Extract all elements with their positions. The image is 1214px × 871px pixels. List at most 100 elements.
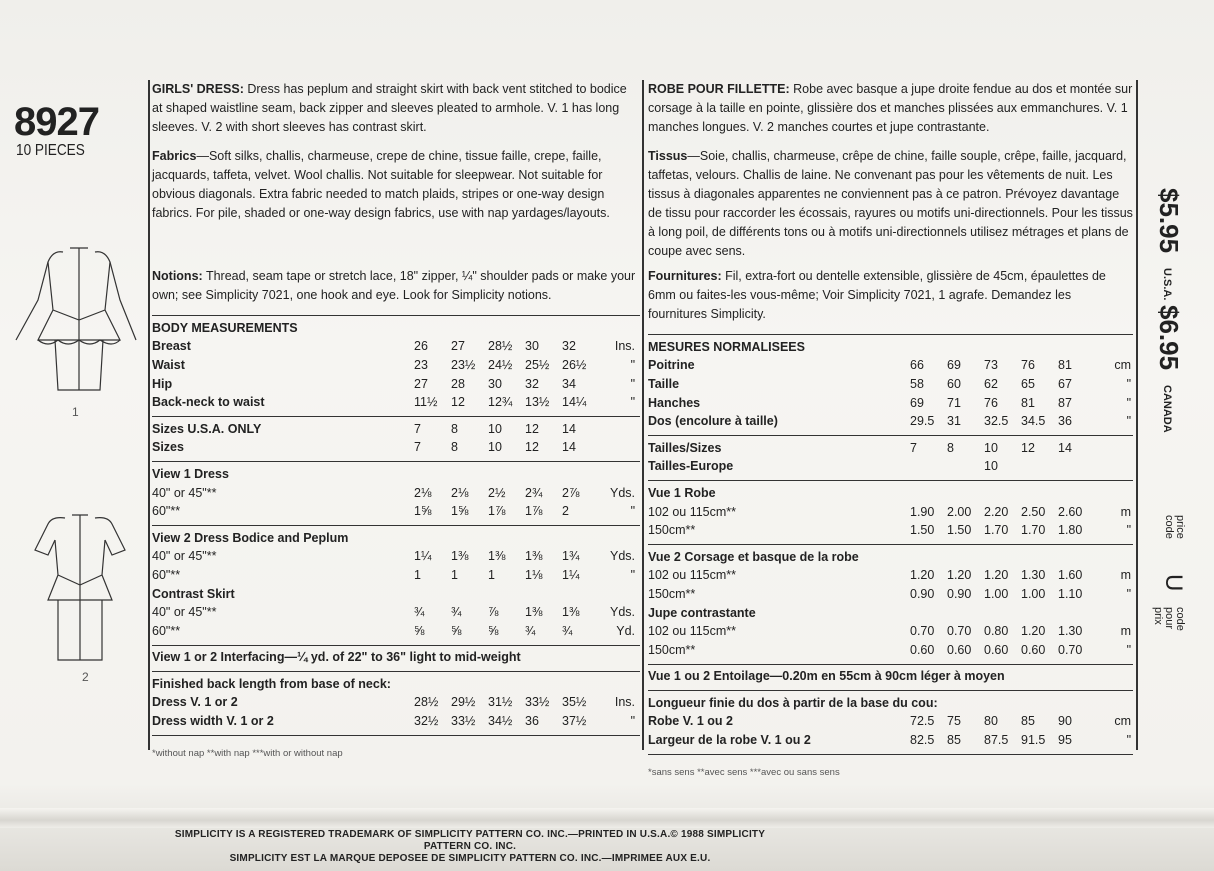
- table-row: Waist 23 23½ 24½ 25½ 26½ ": [152, 356, 640, 375]
- row-label: 60"**: [152, 504, 181, 519]
- envelope-fold: [0, 808, 1214, 828]
- unit: ": [1126, 376, 1131, 391]
- size-value: 2⅛: [414, 485, 432, 500]
- table-row: 102 ou 115cm** 0.70 0.70 0.80 1.20 1.30 m: [648, 622, 1133, 641]
- description-fr: ROBE POUR FILLETTE: Robe avec basque a j…: [648, 80, 1133, 137]
- size-value: 1⅜: [525, 549, 543, 564]
- table-row: Sizes 7 8 10 12 14: [152, 439, 640, 458]
- size-value: ⅝: [451, 623, 462, 638]
- unit: ": [1126, 414, 1131, 429]
- usa-label: U.S.A.: [1161, 268, 1173, 301]
- description-text: Dress has peplum and straight skirt with…: [152, 82, 627, 134]
- size-value: 1: [451, 567, 458, 582]
- size-value: 1.50: [947, 523, 972, 538]
- size-value: 1.30: [1021, 568, 1046, 583]
- row-label: 102 ou 115cm**: [648, 568, 737, 583]
- size-value: 1⅜: [451, 549, 469, 564]
- size-value: 8: [947, 440, 954, 455]
- size-value: 2⅛: [451, 485, 469, 500]
- size-value: 2.20: [984, 504, 1009, 519]
- table-row: Tailles-Europe 10: [648, 458, 1133, 477]
- size-value: 1⅛: [525, 567, 543, 582]
- size-value: 90: [1058, 714, 1072, 729]
- size-value: 25½: [525, 357, 550, 372]
- row-label: Sizes: [152, 440, 184, 455]
- table-row: 102 ou 115cm** 1.90 2.00 2.20 2.50 2.60 m: [648, 503, 1133, 522]
- size-value: 14: [562, 440, 576, 455]
- size-value: 1.70: [1021, 523, 1046, 538]
- size-value: 1⅜: [488, 549, 506, 564]
- size-value: 82.5: [910, 733, 935, 748]
- footnote: *without nap **with nap ***with or witho…: [152, 747, 343, 759]
- row-label: 150cm**: [648, 586, 696, 601]
- description-title-fr: ROBE POUR FILLETTE:: [648, 82, 790, 96]
- row-label: 102 ou 115cm**: [648, 504, 737, 519]
- size-value: 76: [1021, 358, 1035, 373]
- size-value: 33½: [451, 714, 476, 729]
- size-value: 32½: [414, 714, 439, 729]
- footnote-fr: *sans sens **avec sens ***avec ou sans s…: [648, 766, 840, 778]
- row-label: 102 ou 115cm**: [648, 624, 737, 639]
- view-2-label: 2: [82, 670, 89, 684]
- table-row: 40" or 45"** 2⅛ 2⅛ 2½ 2¾ 2⅞ Yds.: [152, 484, 640, 503]
- size-value: 1⅝: [451, 504, 469, 519]
- table-row: Dress V. 1 or 2 28½ 29½ 31½ 33½ 35½ Ins.: [152, 694, 640, 713]
- size-value: 1¼: [414, 549, 432, 564]
- size-value: 0.90: [910, 586, 935, 601]
- row-label: Largeur de la robe V. 1 ou 2: [648, 733, 811, 748]
- size-value: 14¼: [562, 395, 587, 410]
- size-value: 1.90: [910, 504, 935, 519]
- table-row: 60"** 1 1 1 1⅛ 1¼ ": [152, 566, 640, 585]
- size-value: 1.30: [1058, 624, 1083, 639]
- unit: m: [1120, 568, 1131, 583]
- unit: ": [1126, 523, 1131, 538]
- size-value: 1¾: [562, 549, 580, 564]
- size-value: 8: [451, 421, 458, 436]
- size-value: 80: [984, 714, 998, 729]
- table-row: Breast 26 27 28½ 30 32 Ins.: [152, 338, 640, 357]
- table-row: Dos (encolure à taille) 29.5 31 32.5 34.5 36 ": [648, 412, 1133, 431]
- size-value: 35½: [562, 695, 587, 710]
- english-column: GIRLS' DRESS: Dress has peplum and strai…: [152, 80, 640, 763]
- trademark-line-en: SIMPLICITY IS A REGISTERED TRADEMARK OF …: [174, 829, 766, 852]
- description: GIRLS' DRESS: Dress has peplum and strai…: [152, 80, 640, 137]
- row-label: Vue 1 ou 2 Entoilage—0.20m en 55cm à 90c…: [648, 669, 1005, 684]
- size-value: 10: [984, 440, 998, 455]
- size-value: 1.20: [947, 568, 972, 583]
- row-label: Robe V. 1 ou 2: [648, 714, 733, 729]
- notions-title: Notions:: [152, 269, 203, 283]
- unit: ": [630, 376, 635, 391]
- table-row: Contrast Skirt: [152, 585, 640, 604]
- row-label: Poitrine: [648, 358, 695, 373]
- size-value: ⅞: [488, 605, 499, 620]
- notions-text: Thread, seam tape or stretch lace, 18" z…: [152, 269, 636, 302]
- french-column: ROBE POUR FILLETTE: Robe avec basque a j…: [648, 80, 1133, 782]
- unit: Yds.: [609, 485, 635, 500]
- table-row: Jupe contrastante: [648, 604, 1133, 623]
- size-value: 0.70: [947, 624, 972, 639]
- size-value: 1⅜: [525, 605, 543, 620]
- size-value: 69: [947, 358, 961, 373]
- size-value: 81: [1058, 358, 1072, 373]
- measurement-block: Vue 1 Robe 102 ou 115cm** 1.90 2.00 2.20 2.50…: [648, 480, 1133, 544]
- table-row: Hanches 69 71 76 81 87 ": [648, 394, 1133, 413]
- row-label: 150cm**: [648, 642, 696, 657]
- table-row: Sizes U.S.A. ONLY 7 8 10 12 14: [152, 420, 640, 439]
- size-value: 13½: [525, 395, 550, 410]
- row-label: 40" or 45"**: [152, 549, 217, 564]
- table-row: Largeur de la robe V. 1 ou 2 82.5 85 87.5 91…: [648, 731, 1133, 750]
- notions-title-fr: Fournitures:: [648, 269, 722, 283]
- canada-price: $6.95: [1154, 305, 1184, 371]
- row-label: Hip: [152, 376, 173, 391]
- size-value: 36: [1058, 414, 1072, 429]
- size-value: 0.60: [947, 642, 972, 657]
- size-value: 32: [525, 376, 539, 391]
- unit: Ins.: [614, 339, 635, 354]
- view-1-back-drawing: [15, 247, 137, 391]
- size-value: 30: [488, 376, 502, 391]
- size-value: 1.20: [984, 568, 1009, 583]
- size-value: 14: [562, 421, 576, 436]
- measurement-block: MESURES NORMALISEES Poitrine 66 69 73 76 81 cm T…: [648, 334, 1133, 435]
- size-value: 12: [1021, 440, 1035, 455]
- description-text-fr: Robe avec basque a jupe droite fendue au…: [648, 82, 1133, 134]
